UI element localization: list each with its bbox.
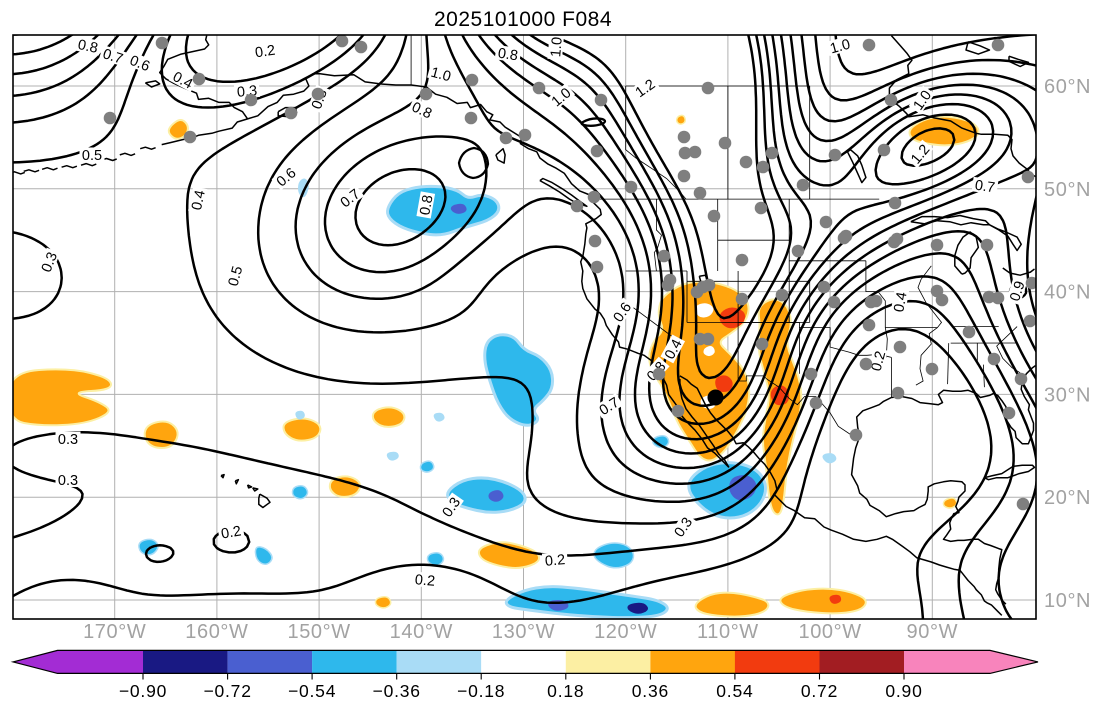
svg-text:0.2: 0.2 xyxy=(220,523,243,542)
svg-text:−0.72: −0.72 xyxy=(203,681,251,701)
svg-text:120°W: 120°W xyxy=(594,621,657,643)
svg-text:0.9: 0.9 xyxy=(1007,279,1028,303)
svg-text:0.72: 0.72 xyxy=(801,681,838,701)
svg-text:110°W: 110°W xyxy=(697,621,759,643)
svg-text:50°N: 50°N xyxy=(1044,179,1091,201)
svg-text:0.8: 0.8 xyxy=(497,46,519,65)
svg-text:−0.36: −0.36 xyxy=(373,681,421,701)
svg-text:20°N: 20°N xyxy=(1044,487,1091,509)
svg-text:0.4: 0.4 xyxy=(189,189,209,212)
svg-text:1.0: 1.0 xyxy=(548,36,566,57)
svg-text:0.90: 0.90 xyxy=(885,681,922,701)
svg-text:0.2: 0.2 xyxy=(869,349,890,373)
svg-text:0.5: 0.5 xyxy=(226,264,247,288)
svg-text:0.8: 0.8 xyxy=(76,37,99,57)
svg-text:10°N: 10°N xyxy=(1044,590,1091,612)
svg-text:0.3: 0.3 xyxy=(58,432,78,448)
svg-text:2025101000 F084: 2025101000 F084 xyxy=(434,8,612,31)
svg-text:0.18: 0.18 xyxy=(547,681,584,701)
svg-text:−0.54: −0.54 xyxy=(288,681,336,701)
svg-text:150°W: 150°W xyxy=(287,621,350,643)
svg-text:40°N: 40°N xyxy=(1044,282,1091,304)
svg-text:−0.90: −0.90 xyxy=(119,681,167,701)
svg-text:0.2: 0.2 xyxy=(544,552,565,570)
svg-text:170°W: 170°W xyxy=(83,621,146,643)
svg-text:0.2: 0.2 xyxy=(414,572,435,590)
svg-text:−0.18: −0.18 xyxy=(457,681,505,701)
svg-text:160°W: 160°W xyxy=(185,621,248,643)
svg-text:0.3: 0.3 xyxy=(39,250,61,275)
svg-text:30°N: 30°N xyxy=(1044,384,1091,406)
svg-text:0.8: 0.8 xyxy=(417,194,436,217)
svg-text:0.3: 0.3 xyxy=(58,473,78,489)
svg-text:1.0: 1.0 xyxy=(429,65,453,86)
svg-text:0.7: 0.7 xyxy=(974,178,996,197)
svg-text:130°W: 130°W xyxy=(492,621,555,643)
svg-text:1.0: 1.0 xyxy=(828,37,852,58)
svg-text:0.54: 0.54 xyxy=(716,681,753,701)
svg-text:90°W: 90°W xyxy=(907,621,959,643)
svg-text:140°W: 140°W xyxy=(390,621,453,643)
svg-text:0.2: 0.2 xyxy=(254,43,276,62)
svg-text:0.4: 0.4 xyxy=(891,291,910,314)
svg-text:60°N: 60°N xyxy=(1044,76,1091,98)
svg-text:0.8: 0.8 xyxy=(409,99,434,122)
svg-text:0.6: 0.6 xyxy=(127,53,152,75)
svg-text:0.5: 0.5 xyxy=(82,148,102,164)
svg-text:100°W: 100°W xyxy=(798,621,861,643)
svg-text:0.36: 0.36 xyxy=(632,681,669,701)
svg-text:0.7: 0.7 xyxy=(101,46,125,67)
